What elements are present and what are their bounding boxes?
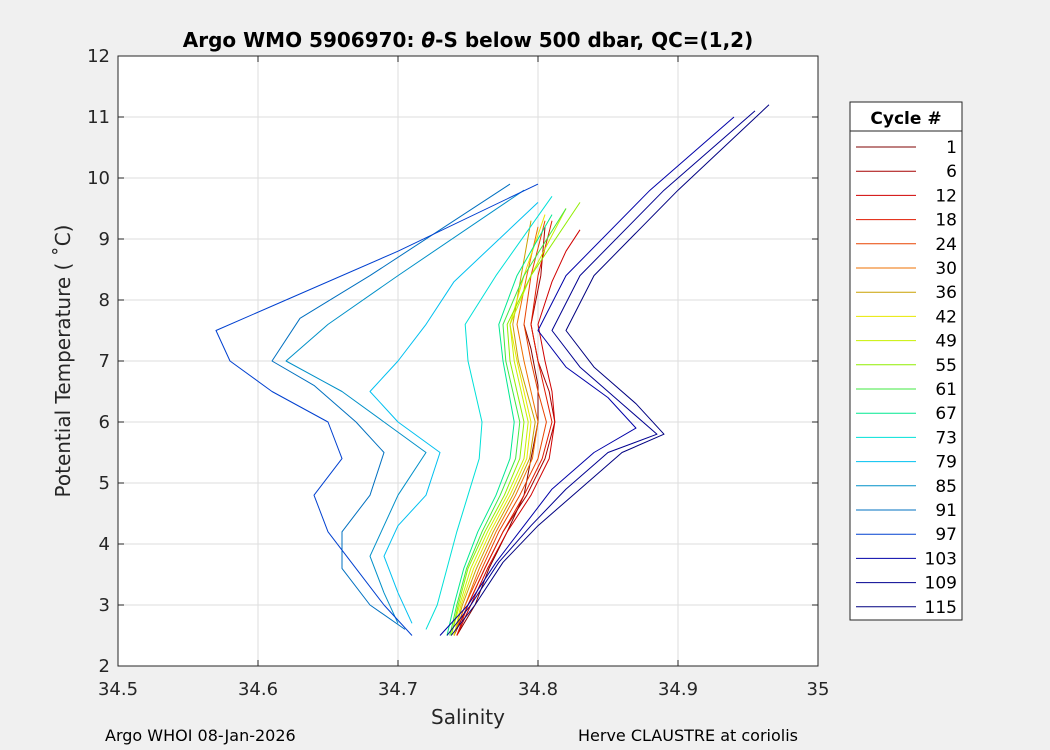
y-tick-label: 7 xyxy=(99,351,110,372)
legend-label-24: 24 xyxy=(935,235,957,255)
legend-label-1: 1 xyxy=(946,138,957,158)
y-tick-label: 8 xyxy=(99,290,110,311)
legend-label-18: 18 xyxy=(935,211,957,231)
series-line-cycle-79 xyxy=(369,202,539,624)
x-tick-label: 34.5 xyxy=(98,679,138,700)
legend-label-85: 85 xyxy=(935,477,957,497)
y-tick-label: 9 xyxy=(99,229,110,250)
legend-entries: 1 6 12 18 24 30 36 42 49 55 61 67 73 79 85 91 97 103 109 11… xyxy=(856,138,957,618)
legend-label-30: 30 xyxy=(935,259,957,279)
x-tick-labels: 34.5 34.6 34.7 34.8 34.9 35 xyxy=(98,56,829,700)
series-line-cycle-85 xyxy=(285,189,525,624)
legend-label-115: 115 xyxy=(925,598,957,618)
series-line-cycle-36 xyxy=(453,220,536,636)
series-line-cycle-49 xyxy=(450,208,567,636)
y-tick-label: 2 xyxy=(99,656,110,677)
x-tick-label: 35 xyxy=(807,679,830,700)
x-axis-label: Salinity xyxy=(431,705,505,729)
series-line-cycle-91 xyxy=(271,183,511,630)
series-line-cycle-12 xyxy=(456,229,581,636)
legend-label-97: 97 xyxy=(935,525,957,545)
footer-right: Herve CLAUSTRE at coriolis xyxy=(578,726,798,745)
series-line-cycle-97 xyxy=(215,183,539,636)
legend-label-103: 103 xyxy=(925,549,957,569)
y-tick-labels: 2 3 4 5 6 7 8 9 10 11 12 xyxy=(87,46,818,677)
series-line-cycle-115 xyxy=(450,104,770,636)
y-tick-label: 5 xyxy=(99,473,110,494)
legend-label-49: 49 xyxy=(935,332,957,352)
legend-label-55: 55 xyxy=(935,356,957,376)
y-tick-label: 4 xyxy=(99,534,110,555)
legend-label-91: 91 xyxy=(935,501,957,521)
series-line-cycle-1 xyxy=(456,324,539,636)
y-tick-label: 6 xyxy=(99,412,110,433)
x-tick-label: 34.7 xyxy=(378,679,418,700)
legend-label-36: 36 xyxy=(935,283,957,303)
series-line-cycle-24 xyxy=(453,220,547,636)
series-line-cycle-73 xyxy=(425,196,553,630)
legend-title: Cycle # xyxy=(870,109,941,129)
legend-label-6: 6 xyxy=(946,162,957,182)
footer-left: Argo WHOI 08-Jan-2026 xyxy=(105,726,296,745)
series-line-cycle-55 xyxy=(450,202,581,636)
legend-label-61: 61 xyxy=(935,380,957,400)
grid xyxy=(117,55,819,667)
series-group xyxy=(215,104,770,636)
series-line-cycle-18 xyxy=(456,220,553,636)
y-axis-label: Potential Temperature ( ˚C) xyxy=(51,225,75,498)
y-tick-label: 11 xyxy=(87,107,110,128)
series-line-cycle-67 xyxy=(446,214,553,636)
legend-label-73: 73 xyxy=(935,428,957,448)
x-tick-label: 34.9 xyxy=(658,679,698,700)
series-line-cycle-109 xyxy=(446,110,756,636)
legend-label-67: 67 xyxy=(935,404,957,424)
legend: Cycle # 1 6 12 18 24 30 36 42 49 55 61 67 73 79 85 91 97… xyxy=(849,101,963,621)
legend-label-109: 109 xyxy=(925,574,957,594)
x-tick-label: 34.6 xyxy=(238,679,278,700)
legend-label-79: 79 xyxy=(935,453,957,473)
series-line-cycle-103 xyxy=(439,116,735,636)
legend-box xyxy=(849,101,963,621)
legend-label-42: 42 xyxy=(935,307,957,327)
series-line-cycle-61 xyxy=(449,208,567,636)
chart-title: Argo WMO 5906970: θ-S below 500 dbar, QC… xyxy=(183,28,753,52)
y-tick-label: 3 xyxy=(99,595,110,616)
y-tick-label: 12 xyxy=(87,46,110,67)
series-line-cycle-30 xyxy=(453,226,539,636)
legend-label-12: 12 xyxy=(935,186,957,206)
x-tick-label: 34.8 xyxy=(518,679,558,700)
y-tick-label: 10 xyxy=(87,168,110,189)
series-line-cycle-42 xyxy=(453,214,546,636)
